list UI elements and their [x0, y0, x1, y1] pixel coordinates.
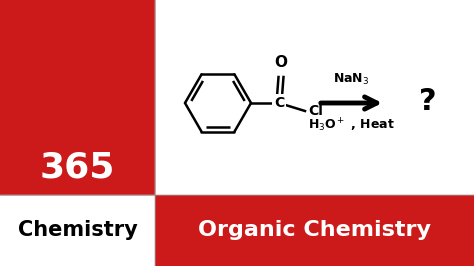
- Text: Chemistry: Chemistry: [18, 221, 137, 240]
- Text: 365: 365: [40, 150, 115, 184]
- Text: NaN$_3$: NaN$_3$: [333, 72, 370, 87]
- Text: C: C: [274, 96, 284, 110]
- Bar: [0, 0, 155, 195]
- Text: O: O: [274, 55, 288, 70]
- Bar: [155, 195, 474, 266]
- Text: H$_3$O$^+$ , Heat: H$_3$O$^+$ , Heat: [308, 117, 395, 134]
- Text: Organic Chemistry: Organic Chemistry: [198, 221, 431, 240]
- Text: ?: ?: [419, 86, 437, 115]
- Bar: [0, 195, 155, 266]
- Text: Cl: Cl: [308, 104, 323, 118]
- Bar: [155, 0, 474, 195]
